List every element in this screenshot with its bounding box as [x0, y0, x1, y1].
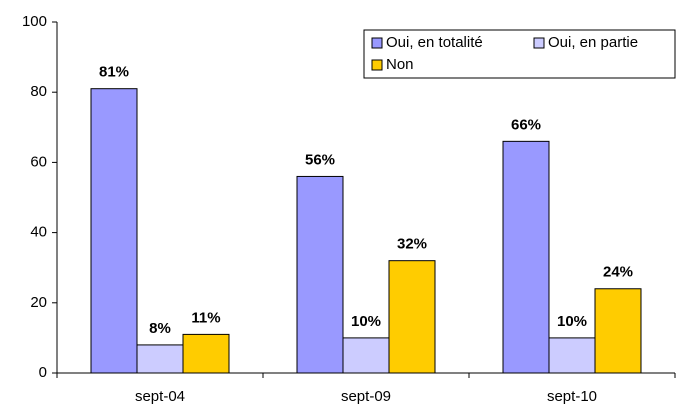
value-label: 10%: [351, 313, 381, 330]
bar: [90, 88, 138, 374]
legend-swatch: [533, 37, 545, 49]
legend-swatch: [371, 37, 383, 49]
bar: [388, 260, 436, 374]
legend-swatch: [371, 59, 383, 71]
legend-label: Non: [386, 56, 414, 73]
value-label: 8%: [149, 320, 171, 337]
y-tick-label: 60: [30, 153, 47, 170]
bar: [502, 140, 550, 374]
x-tick-label: sept-09: [341, 388, 391, 405]
value-label: 32%: [397, 236, 427, 253]
legend-label: Oui, en totalité: [386, 34, 483, 51]
y-tick-label: 0: [39, 364, 47, 381]
y-tick-label: 20: [30, 294, 47, 311]
bar: [548, 337, 596, 374]
bar: [182, 333, 230, 374]
bar: [296, 175, 344, 374]
legend-label: Oui, en partie: [548, 34, 638, 51]
value-label: 11%: [191, 309, 220, 326]
y-tick-label: 80: [30, 83, 47, 100]
bar: [342, 337, 390, 374]
value-label: 10%: [557, 313, 587, 330]
value-label: 24%: [603, 264, 633, 281]
bar: [594, 288, 642, 374]
x-tick-label: sept-10: [547, 388, 597, 405]
value-label: 66%: [511, 116, 541, 133]
y-tick-label: 40: [30, 224, 47, 241]
x-tick-label: sept-04: [135, 388, 185, 405]
value-label: 81%: [99, 64, 129, 81]
legend: [363, 29, 676, 79]
y-tick-label: 100: [22, 13, 47, 30]
bar: [136, 344, 184, 374]
value-label: 56%: [305, 151, 335, 168]
